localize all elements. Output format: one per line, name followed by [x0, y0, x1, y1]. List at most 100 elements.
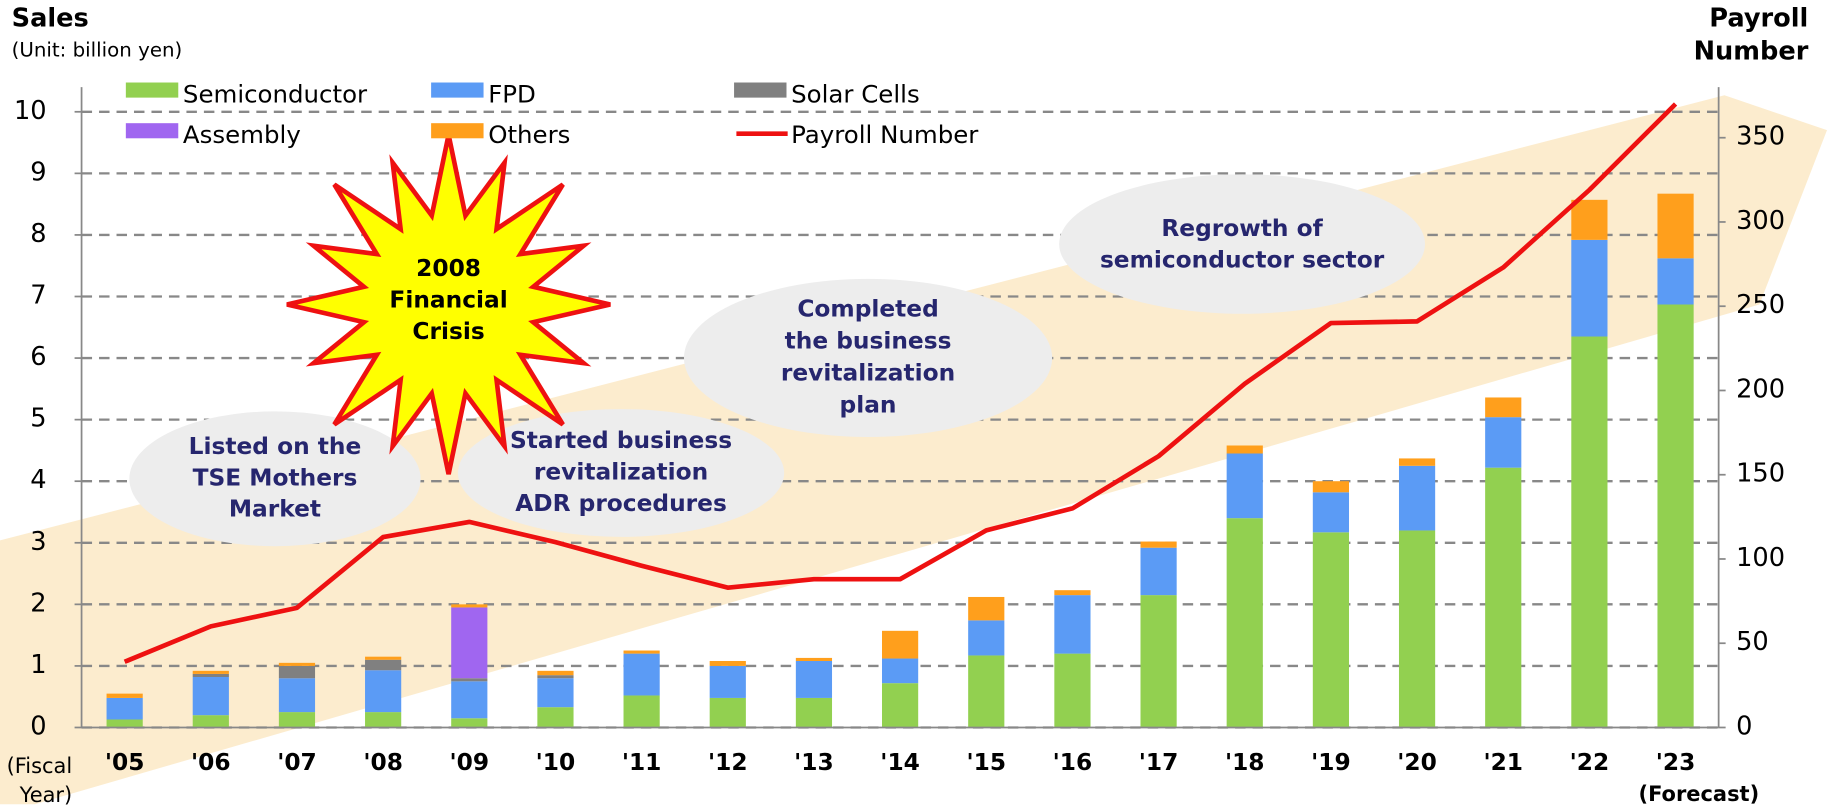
annotation: 2008: [416, 255, 481, 282]
bar-segment: [365, 712, 402, 728]
y2-tick-label: 0: [1736, 712, 1752, 742]
legend-label: Semiconductor: [183, 79, 368, 108]
annotation: revitalization: [781, 359, 955, 386]
bar-segment: [795, 660, 833, 698]
legend-label: Others: [488, 120, 570, 149]
bar-segment: [192, 715, 229, 728]
bar-segment: [192, 673, 229, 678]
bar-segment: [968, 620, 1005, 656]
y-tick-label: 7: [30, 281, 46, 311]
bar-segment: [537, 707, 574, 728]
y2-tick-label: 150: [1736, 459, 1785, 489]
y-tick-label: 2: [30, 588, 46, 618]
y-tick-label: 6: [30, 342, 46, 372]
x-tick-label: '17: [1139, 749, 1179, 776]
bar-segment: [1226, 453, 1263, 519]
annotation-bubble: [129, 411, 421, 547]
bar-segment: [365, 670, 402, 713]
bar-segment: [1571, 239, 1608, 337]
legend-swatch: [734, 82, 787, 98]
bar-segment: [1398, 465, 1436, 531]
legend-swatch: [431, 123, 484, 139]
bar-segment: [278, 712, 316, 728]
y-tick-label: 5: [30, 404, 46, 434]
bar-segment: [537, 678, 574, 708]
bar-segment: [192, 670, 229, 674]
x-tick-label: '19: [1311, 749, 1351, 776]
x-tick-label: '05: [105, 749, 145, 776]
bar-segment: [623, 650, 660, 654]
x-tick-label: '07: [277, 749, 317, 776]
bar-segment: [968, 596, 1005, 621]
y-tick-label: 3: [30, 527, 46, 557]
bar-segment: [1485, 417, 1522, 468]
bar-segment: [1398, 530, 1436, 728]
x-tick-label: '23: [1656, 749, 1696, 776]
y-tick-label: 1: [30, 650, 46, 680]
bar-segment: [106, 697, 143, 720]
legend-swatch: [125, 123, 179, 139]
bar-segment: [882, 630, 919, 659]
bar-segment: [106, 719, 143, 728]
x-tick-label: '22: [1570, 749, 1610, 776]
bar-segment: [1571, 199, 1608, 240]
bar-segment: [1226, 445, 1263, 454]
annotation: revitalization: [534, 459, 708, 486]
annotation: Completed: [797, 296, 938, 323]
starburst: [286, 134, 611, 475]
bar-segment: [709, 660, 746, 666]
bar-segment: [537, 675, 574, 679]
bar-segment: [1054, 595, 1091, 654]
bar-segment: [1485, 397, 1522, 418]
bar-segment: [192, 677, 229, 716]
x-tick-label: '15: [966, 749, 1006, 776]
x-tick-label: '11: [622, 749, 662, 776]
bar-segment: [1657, 193, 1694, 259]
y2-title: Number: [1694, 36, 1809, 66]
bar-segment: [537, 670, 574, 676]
x-tick-label: '10: [536, 749, 576, 776]
y-tick-label: 10: [14, 96, 47, 126]
legend-label: Payroll Number: [791, 120, 979, 149]
bar-segment: [1054, 590, 1091, 596]
bar-segment: [365, 659, 402, 671]
x-tick-label: '20: [1397, 749, 1437, 776]
bar-segment: [1398, 458, 1436, 466]
y-tick-label: 4: [30, 465, 46, 495]
bar-segment: [451, 718, 488, 728]
x-tick-label: '09: [450, 749, 490, 776]
bar-segment: [1140, 541, 1177, 548]
bar-segment: [278, 662, 316, 666]
bar-segment: [278, 678, 316, 713]
bar-segment: [882, 683, 919, 728]
y2-tick-label: 200: [1736, 374, 1785, 404]
annotation: TSE Mothers: [193, 464, 358, 491]
subtitle: (Unit: billion yen): [12, 39, 183, 62]
annotation: the business: [785, 327, 952, 354]
bar-segment: [882, 658, 919, 684]
bar-segment: [1140, 595, 1177, 728]
annotation: Regrowth of: [1161, 215, 1323, 242]
bars: [106, 193, 1694, 728]
annotation-bubble: [457, 409, 785, 537]
y-tick-label: 0: [30, 712, 46, 742]
bar-segment: [278, 665, 316, 679]
annotation-bubble: [1059, 174, 1426, 314]
bar-segment: [709, 697, 746, 728]
x-tick-label: '08: [363, 749, 403, 776]
bar-segment: [451, 607, 488, 679]
annotation: Listed on the: [189, 433, 362, 460]
bar-segment: [1485, 467, 1522, 728]
x-tick-label: '06: [191, 749, 231, 776]
bar-segment: [795, 657, 833, 661]
y2-tick-label: 350: [1736, 122, 1785, 152]
bar-segment: [451, 678, 488, 682]
annotation: Started business: [510, 427, 732, 454]
annotation: Financial: [389, 287, 507, 314]
bar-segment: [623, 653, 660, 696]
y2-tick-label: 250: [1736, 290, 1785, 320]
bar-segment: [1054, 653, 1091, 728]
